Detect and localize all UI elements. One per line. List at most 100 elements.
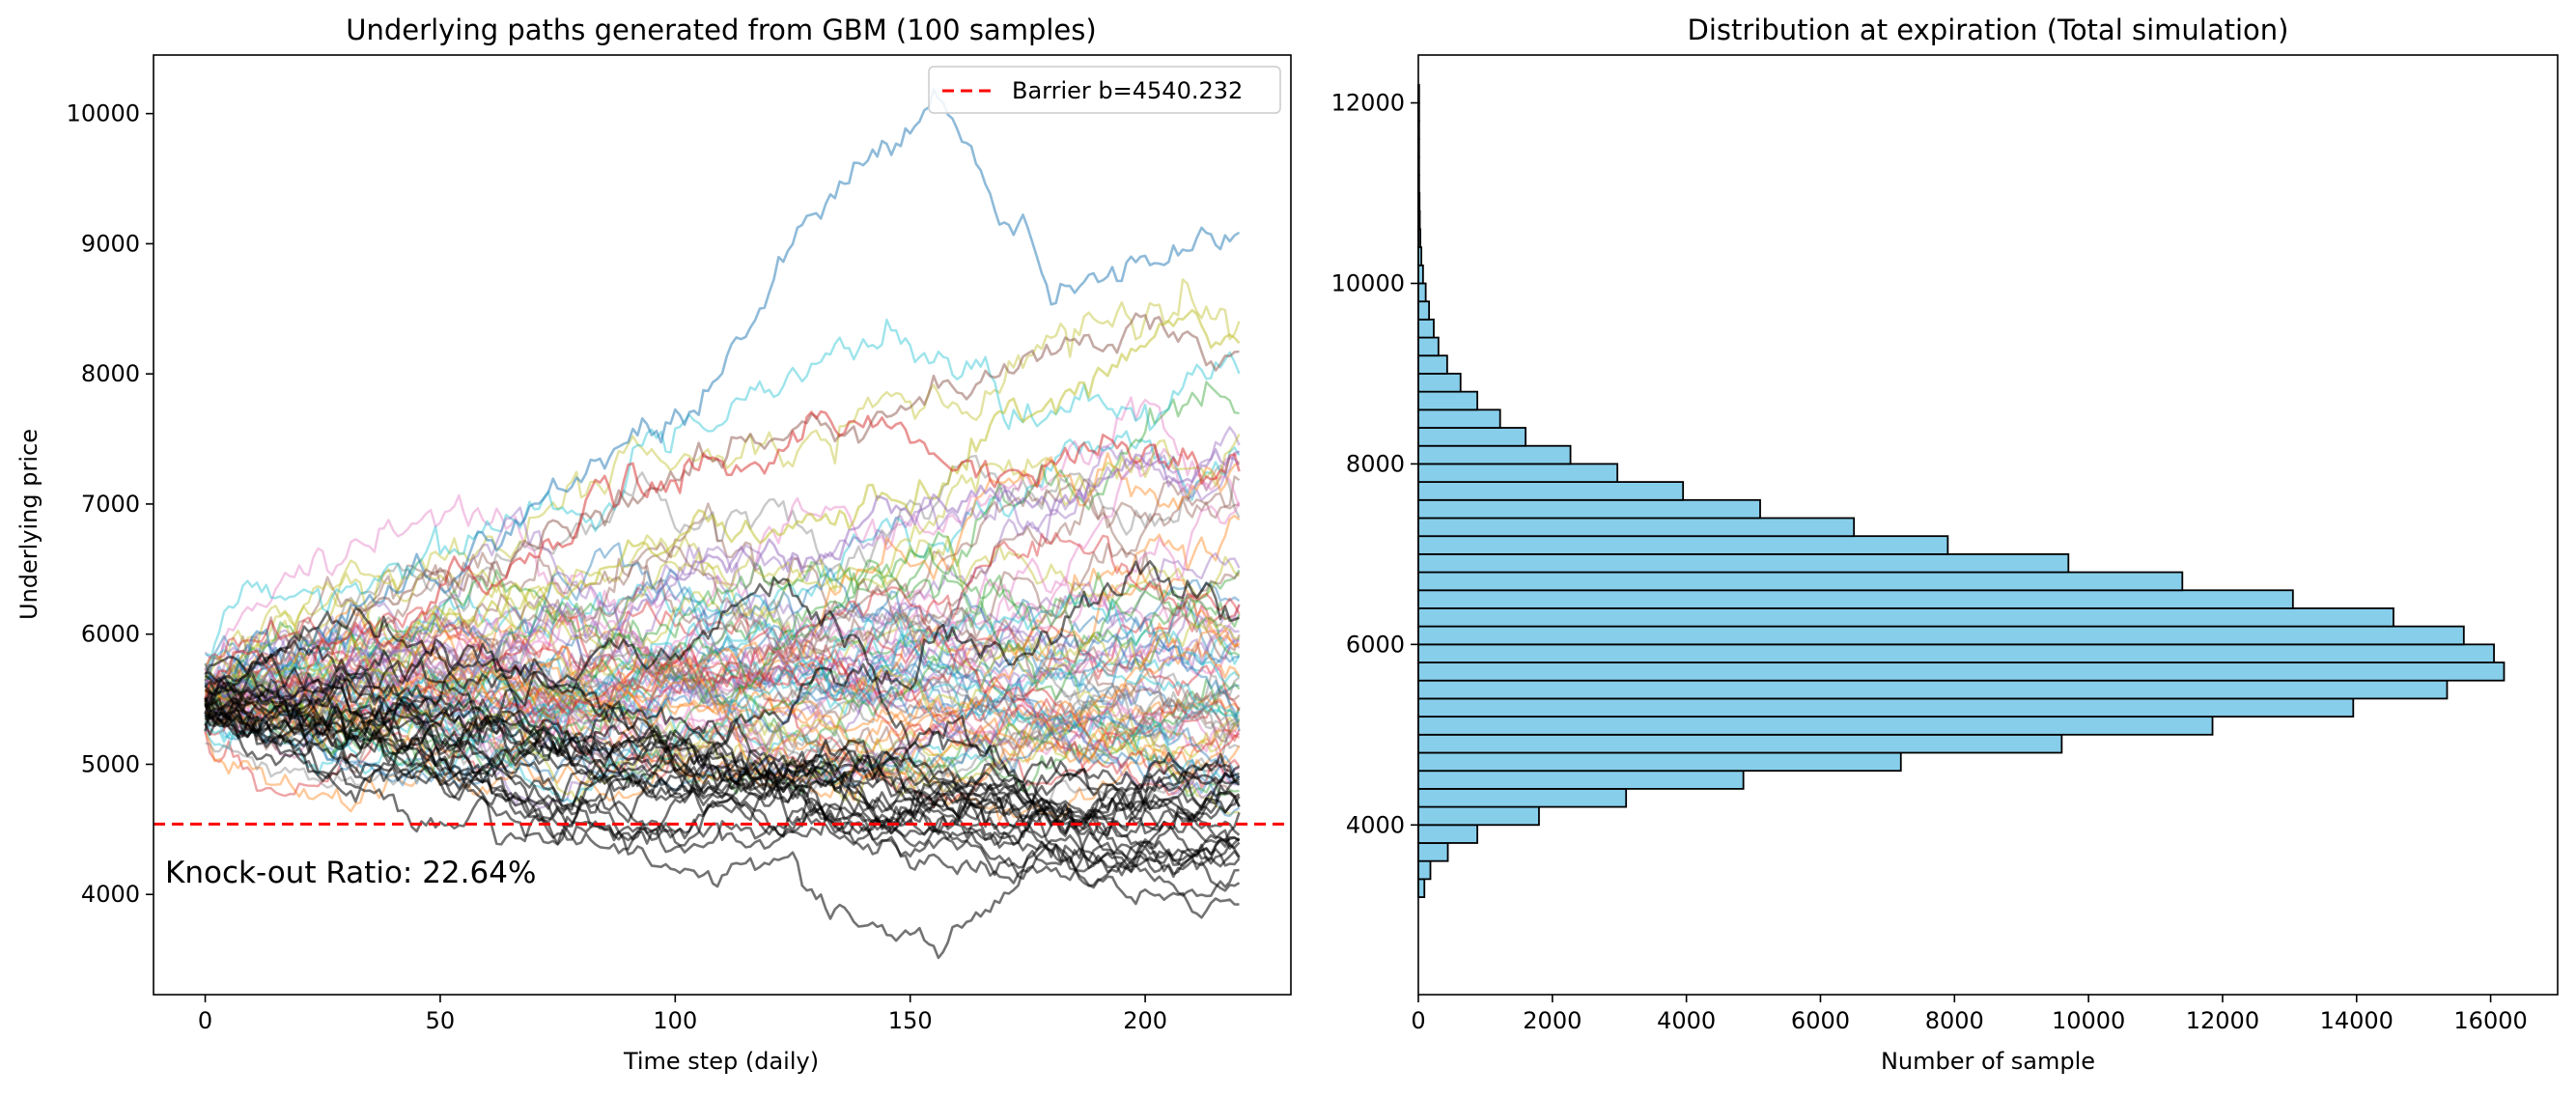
left-chart-panel: Underlying paths generated from GBM (100… — [15, 14, 1292, 1075]
left-x-tick-label: 200 — [1123, 1007, 1167, 1034]
gbm-path — [204, 611, 1241, 745]
gbm-path — [204, 569, 1241, 714]
gbm-path — [205, 396, 1241, 691]
right-plot-frame — [1417, 54, 2559, 996]
right-x-tick-label: 16000 — [2453, 1007, 2527, 1034]
histogram-bar — [1417, 354, 1448, 375]
histogram-bar — [1417, 373, 1462, 393]
right-x-tick-label: 0 — [1411, 1007, 1425, 1034]
gbm-path-highlight — [204, 308, 1241, 711]
histogram-bar — [1417, 318, 1435, 339]
left-y-tick-label: 9000 — [81, 230, 140, 257]
right-x-tick-label: 4000 — [1657, 1007, 1716, 1034]
knocked-out-path — [205, 606, 1241, 889]
knocked-out-path — [204, 675, 1241, 830]
gbm-path — [204, 665, 1241, 780]
gbm-path — [204, 531, 1241, 715]
gbm-path — [205, 501, 1241, 757]
right-x-tick-label: 6000 — [1791, 1007, 1850, 1034]
right-x-axis-label: Number of sample — [1881, 1048, 2095, 1075]
gbm-path — [204, 625, 1241, 797]
histogram-bar — [1417, 878, 1426, 898]
right-x-tick-label: 2000 — [1523, 1007, 1582, 1034]
knocked-out-path — [204, 649, 1241, 844]
left-y-tick-label: 7000 — [81, 491, 140, 518]
histogram-bar — [1417, 463, 1619, 484]
histogram-bar — [1417, 535, 1949, 555]
right-x-tick-label: 8000 — [1925, 1007, 1984, 1034]
gbm-path — [204, 694, 1241, 813]
gbm-path — [204, 633, 1240, 800]
histogram-bar — [1417, 661, 2506, 682]
gbm-path — [204, 543, 1241, 695]
left-chart-title: Underlying paths generated from GBM (100… — [346, 14, 1096, 46]
gbm-path — [204, 454, 1241, 703]
right-y-tick-label: 10000 — [1331, 269, 1405, 296]
histogram-bar — [1417, 625, 2465, 646]
gbm-path — [204, 661, 1240, 816]
left-x-tick-label: 100 — [653, 1007, 697, 1034]
histogram-bar — [1417, 643, 2495, 663]
gbm-path — [204, 594, 1241, 804]
left-y-tick-label: 6000 — [81, 621, 140, 648]
gbm-path — [204, 602, 1241, 734]
gbm-path — [204, 600, 1241, 737]
gbm-path — [204, 318, 1241, 671]
gbm-path — [205, 619, 1241, 744]
right-x-tick-label: 12000 — [2186, 1007, 2259, 1034]
gbm-path — [204, 475, 1241, 682]
histogram-bar — [1417, 517, 1856, 538]
left-x-tick-label: 50 — [426, 1007, 456, 1034]
histogram-bar — [1417, 444, 1572, 465]
gbm-path — [204, 546, 1240, 716]
left-y-tick-label: 4000 — [81, 881, 140, 908]
left-tick-layer: 0 50 100 150 200 4000 5000 6000 7000 8000 9000 1000… — [67, 100, 1167, 1034]
right-chart-title: Distribution at expiration (Total simula… — [1688, 14, 2289, 46]
knocked-out-path — [204, 702, 1241, 892]
gbm-path — [204, 433, 1241, 695]
knocked-out-path — [204, 697, 1241, 858]
gbm-path — [205, 651, 1240, 798]
right-tick-layer: 0 2000 4000 6000 8000 10000 12000 14000 16000 400… — [1331, 90, 2528, 1034]
right-y-tick-label: 6000 — [1346, 631, 1405, 658]
left-y-tick-label: 8000 — [81, 360, 140, 387]
left-y-tick-label: 10000 — [67, 100, 140, 127]
histogram-bar — [1417, 805, 1540, 827]
histogram-bar — [1417, 824, 1478, 844]
gbm-path — [204, 662, 1241, 818]
knocked-out-path — [204, 560, 1240, 846]
histogram-bar — [1417, 571, 2184, 592]
histogram-bar — [1417, 607, 2394, 628]
histogram-bar — [1417, 282, 1427, 303]
right-chart-panel: Distribution at expiration (Total simula… — [1331, 14, 2559, 1075]
histogram-bar — [1417, 408, 1501, 429]
gbm-path — [204, 534, 1241, 759]
histogram-bar — [1417, 733, 2063, 754]
gbm-path — [204, 622, 1241, 799]
histogram-bar — [1417, 390, 1478, 411]
legend-barrier-label: Barrier b=4540.232 — [1012, 77, 1243, 104]
gbm-path-highlight — [204, 312, 1240, 728]
histogram-bar — [1417, 427, 1526, 447]
gbm-path — [204, 426, 1241, 718]
right-x-tick-label: 10000 — [2052, 1007, 2125, 1034]
gbm-path — [204, 634, 1241, 779]
histogram-bar — [1417, 481, 1685, 501]
right-x-tick-label: 14000 — [2320, 1007, 2394, 1034]
histogram-bar — [1417, 751, 1902, 773]
histogram-bar — [1417, 336, 1440, 357]
gbm-path — [204, 551, 1241, 727]
gbm-path — [204, 594, 1241, 809]
histogram-bar — [1417, 697, 2355, 718]
gbm-path — [204, 547, 1241, 702]
gbm-path — [204, 653, 1241, 745]
left-y-axis-label: Underlying price — [15, 429, 42, 620]
right-y-tick-label: 12000 — [1331, 90, 1405, 117]
histogram-bar — [1417, 679, 2449, 700]
histogram-bar — [1417, 300, 1431, 321]
gbm-path — [204, 689, 1240, 785]
histogram-bar — [1417, 552, 2070, 574]
knocked-out-path — [204, 686, 1241, 847]
